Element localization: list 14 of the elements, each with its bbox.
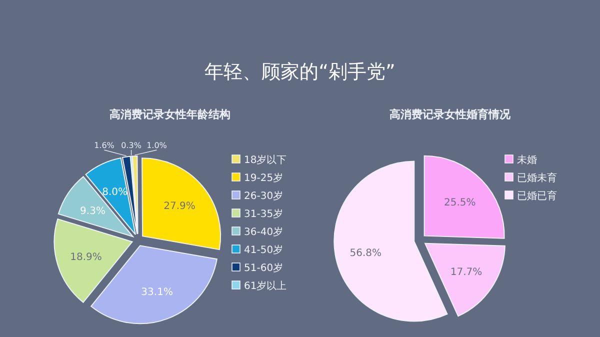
legend-label: 26-30岁 <box>244 190 284 202</box>
legend-label: 18岁以下 <box>244 154 287 166</box>
legend-label: 36-40岁 <box>244 226 284 238</box>
legend-label: 61岁以上 <box>244 280 287 292</box>
legend-label: 已婚未育 <box>517 172 557 184</box>
annotation: 年轻、顾家的“剁手党” <box>204 61 396 83</box>
legend-label: 已婚已育 <box>517 190 557 202</box>
legend-label: 19-25岁 <box>244 172 284 184</box>
legend-label: 未婚 <box>517 154 537 166</box>
legend-label: 31-35岁 <box>244 208 284 220</box>
chart-title: 高消费记录女性婚育情况 <box>390 108 512 121</box>
legend-label: 51-60岁 <box>244 262 284 274</box>
chart-title: 高消费记录女性年龄结构 <box>110 108 230 121</box>
legend-label: 41-50岁 <box>244 244 284 256</box>
